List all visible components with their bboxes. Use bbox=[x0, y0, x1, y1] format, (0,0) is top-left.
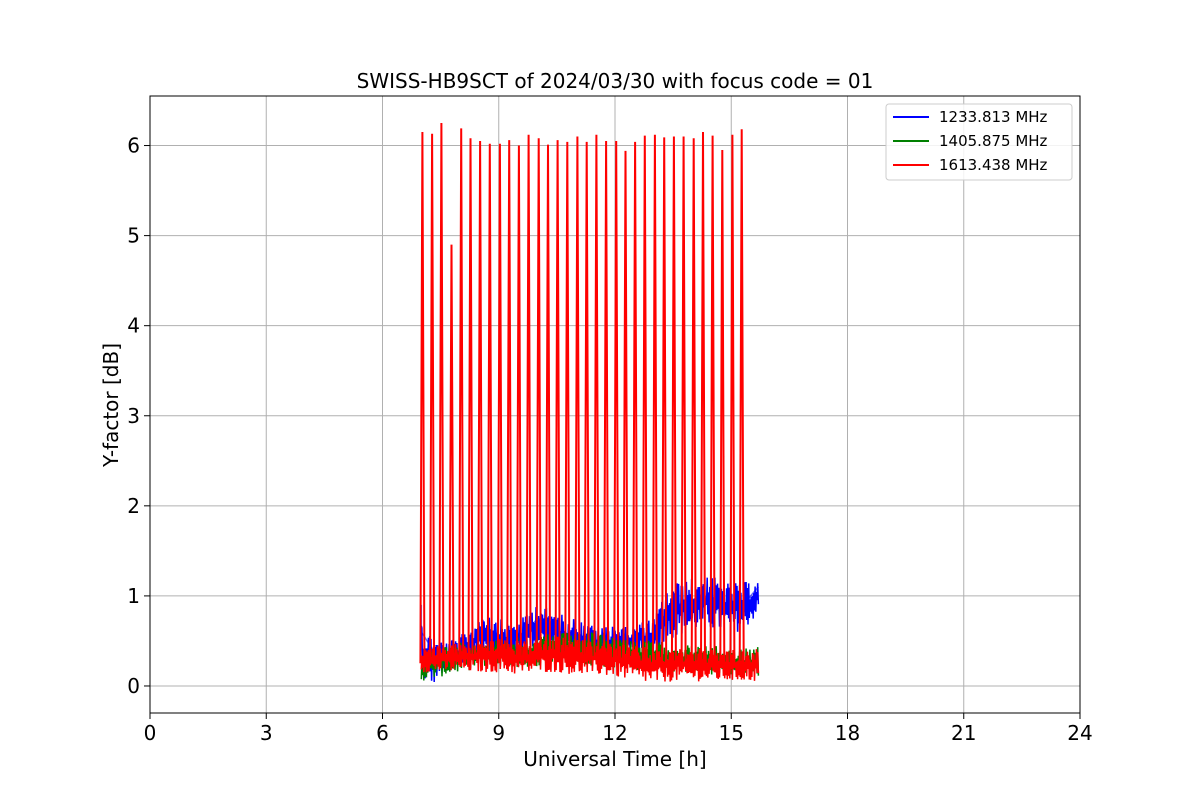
spike-mark bbox=[670, 136, 677, 664]
spike-mark bbox=[467, 138, 474, 659]
spike-mark bbox=[632, 141, 639, 661]
x-tick-label: 15 bbox=[719, 721, 744, 745]
x-tick-label: 18 bbox=[835, 721, 860, 745]
x-tick-label: 9 bbox=[492, 721, 505, 745]
spike-mark bbox=[506, 140, 513, 657]
spike-mark bbox=[738, 129, 745, 665]
spike-mark bbox=[603, 140, 610, 659]
spike-mark bbox=[651, 134, 658, 663]
legend-label-1: 1233.813 MHz bbox=[939, 108, 1048, 126]
spike-mark bbox=[477, 140, 484, 658]
chart-title: SWISS-HB9SCT of 2024/03/30 with focus co… bbox=[357, 69, 874, 93]
spike-mark bbox=[700, 131, 706, 664]
y-tick-label: 5 bbox=[127, 224, 140, 248]
spike-mark bbox=[719, 149, 726, 664]
spike-mark bbox=[680, 136, 687, 664]
plot-area bbox=[419, 122, 760, 683]
x-tick-label: 21 bbox=[951, 721, 976, 745]
series-trend bbox=[421, 654, 759, 666]
x-axis-label: Universal Time [h] bbox=[523, 747, 706, 771]
legend-box bbox=[885, 103, 1073, 181]
y-tick-label: 4 bbox=[127, 314, 140, 338]
y-tick-label: 0 bbox=[127, 674, 140, 698]
spike-mark bbox=[438, 122, 445, 661]
spike-mark bbox=[574, 136, 581, 657]
spike-mark bbox=[535, 138, 542, 657]
spike-mark bbox=[419, 131, 426, 664]
spike-mark bbox=[583, 141, 590, 657]
x-tick-label: 12 bbox=[602, 721, 627, 745]
y-tick-label: 2 bbox=[127, 494, 140, 518]
y-tick-label: 3 bbox=[127, 404, 140, 428]
y-tick-label: 6 bbox=[127, 134, 140, 158]
spike-mark bbox=[448, 244, 455, 660]
spike-mark bbox=[515, 145, 522, 658]
spike-mark bbox=[622, 150, 629, 660]
spike-mark bbox=[554, 140, 561, 656]
spike-mark bbox=[458, 128, 465, 659]
x-tick-label: 0 bbox=[144, 721, 157, 745]
spike-mark bbox=[613, 140, 620, 660]
spike-mark bbox=[593, 134, 600, 658]
legend-label-3: 1613.438 MHz bbox=[939, 156, 1048, 174]
spike-mark bbox=[545, 144, 551, 656]
spike-mark bbox=[429, 133, 436, 662]
x-tick-label: 24 bbox=[1067, 721, 1092, 745]
spike-mark bbox=[496, 143, 503, 657]
spike-mark bbox=[564, 141, 571, 656]
y-tick-label: 1 bbox=[127, 584, 140, 608]
series-3 bbox=[419, 122, 760, 682]
x-tick-label: 3 bbox=[260, 721, 273, 745]
legend: 1233.813 MHz 1405.875 MHz 1613.438 MHz bbox=[885, 103, 1073, 181]
spike-mark bbox=[641, 135, 648, 662]
spike-mark bbox=[729, 134, 736, 665]
x-tick-label: 6 bbox=[376, 721, 389, 745]
spike-mark bbox=[709, 135, 716, 664]
y-axis-label: Y-factor [dB] bbox=[99, 343, 123, 468]
spike-mark bbox=[525, 134, 532, 657]
spike-mark bbox=[690, 138, 697, 664]
spike-mark bbox=[661, 137, 668, 664]
spike-mark bbox=[486, 143, 493, 657]
legend-label-2: 1405.875 MHz bbox=[939, 132, 1048, 150]
